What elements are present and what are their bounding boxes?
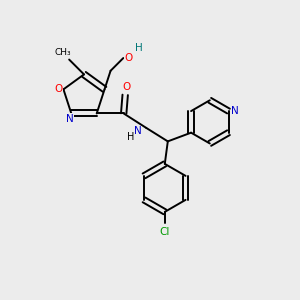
Text: N: N bbox=[66, 114, 74, 124]
Text: Cl: Cl bbox=[160, 227, 170, 237]
Text: O: O bbox=[124, 53, 133, 63]
Text: CH₃: CH₃ bbox=[54, 49, 71, 58]
Text: H: H bbox=[127, 133, 134, 142]
Text: H: H bbox=[135, 43, 143, 52]
Text: O: O bbox=[54, 84, 62, 94]
Text: O: O bbox=[123, 82, 131, 92]
Text: N: N bbox=[134, 127, 142, 136]
Text: N: N bbox=[231, 106, 239, 116]
